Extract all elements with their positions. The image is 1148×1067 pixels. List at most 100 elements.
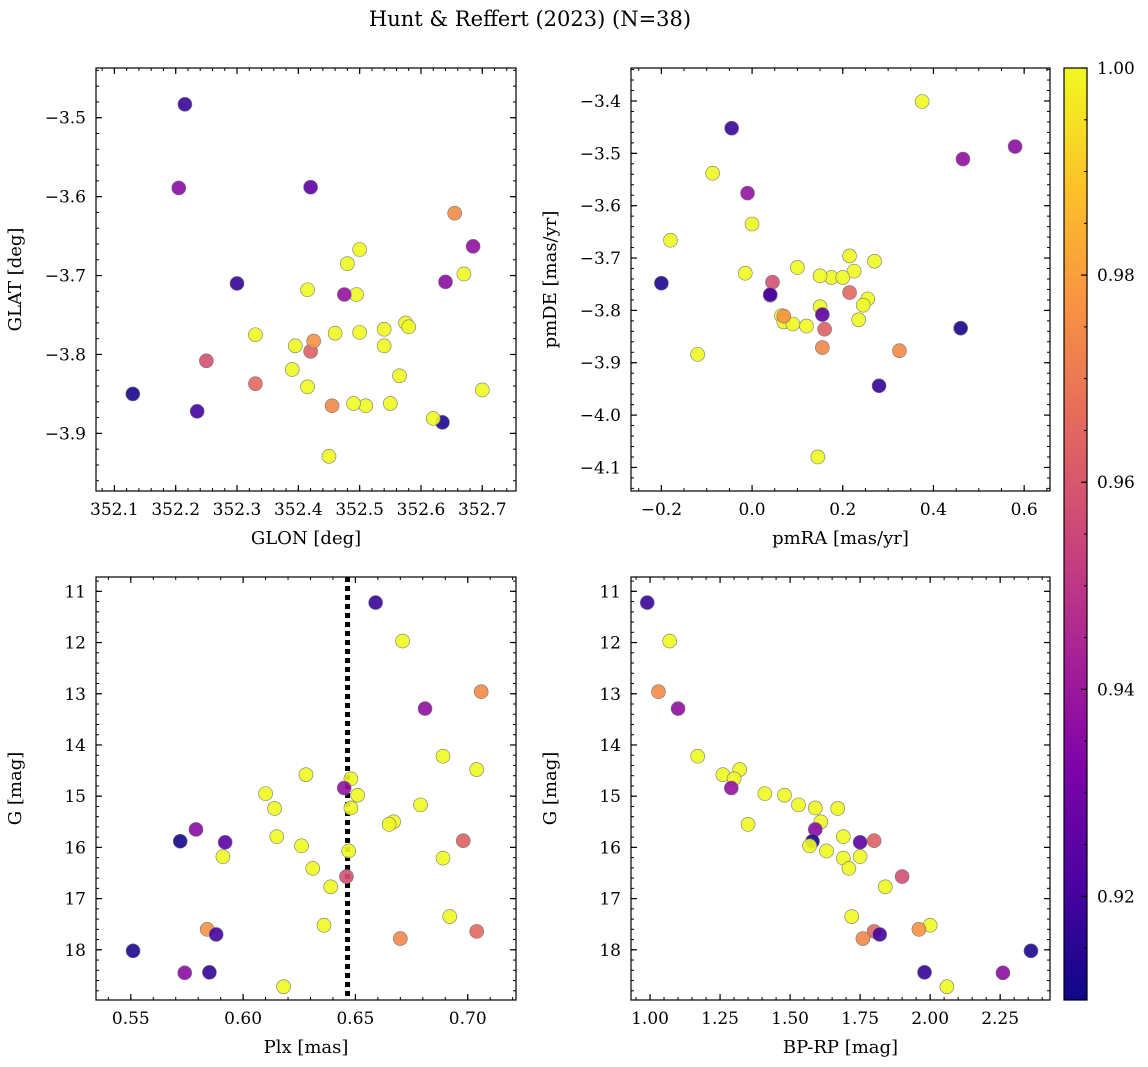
data-point	[894, 869, 910, 884]
minor-ticks	[96, 577, 516, 1000]
y-tick-label: 12	[599, 634, 621, 654]
x-tick-label: 352.5	[335, 500, 384, 520]
plot-frame	[95, 576, 517, 1001]
data-point	[469, 762, 484, 777]
x-tick-label: 352.2	[151, 500, 200, 520]
data-point	[381, 817, 397, 832]
data-point	[815, 307, 830, 322]
y-tick-label: −3.8	[580, 301, 621, 321]
y-tick-label: −3.7	[45, 267, 86, 287]
data-point	[284, 362, 300, 377]
data-point	[810, 449, 826, 465]
data-point	[690, 347, 705, 362]
x-tick-label: 0.55	[112, 1009, 150, 1029]
data-point	[744, 216, 760, 232]
data-point	[276, 979, 291, 994]
data-point	[435, 850, 451, 866]
colorbar-tick-label: 0.98	[1097, 266, 1135, 286]
y-tick-label: 16	[64, 838, 86, 858]
colorbar-tick-label: 1.00	[1097, 59, 1135, 79]
data-point	[188, 822, 204, 837]
x-tick-label: 0.65	[336, 1009, 374, 1029]
data-point	[217, 834, 233, 850]
data-point	[723, 780, 739, 796]
data-point	[855, 297, 871, 313]
colorbar-tick-label: 0.92	[1097, 887, 1135, 907]
plot-frame	[95, 67, 517, 492]
x-axis-label: pmRA [mas/yr]	[772, 528, 909, 549]
points	[654, 94, 1023, 465]
data-point	[339, 869, 354, 884]
data-point	[737, 265, 753, 281]
x-tick-label: 0.4	[920, 500, 947, 520]
y-tick-label: −4.1	[580, 458, 621, 478]
data-point	[258, 786, 273, 801]
colorbar-tick-label: 0.94	[1097, 680, 1135, 700]
data-point	[777, 787, 792, 803]
colorbar-tick-label: 0.96	[1097, 473, 1135, 493]
plot-frame	[630, 576, 1051, 1001]
data-point	[392, 368, 407, 384]
data-point	[321, 448, 337, 464]
data-point	[791, 797, 806, 813]
data-point	[917, 965, 932, 980]
x-tick-label: 1.50	[771, 1009, 809, 1029]
data-point	[306, 333, 321, 349]
points	[639, 595, 1039, 994]
panel-pmra-pmde: −0.2 0.0 0.2 0.4 0.6 −3.4 −3.5 −3.6 −3.7 −3.8 −3.9…	[540, 67, 1051, 549]
data-point	[172, 833, 188, 849]
plot-frame	[630, 67, 1051, 492]
y-tick-label: 17	[64, 890, 86, 910]
x-tick-label: 0.2	[829, 500, 856, 520]
x-axis-label: Plx [mas]	[264, 1037, 349, 1058]
minor-ticks	[631, 577, 1050, 1000]
chart-title: Hunt & Reffert (2023) (N=38)	[369, 7, 691, 31]
data-point	[844, 909, 860, 924]
data-point	[765, 274, 780, 290]
y-tick-label: 14	[64, 736, 86, 756]
points	[125, 97, 490, 464]
y-axis-label: GLAT [deg]	[5, 228, 26, 332]
y-tick-label: 18	[599, 941, 621, 961]
y-tick-label: 11	[64, 582, 86, 602]
x-tick-label: 0.6	[1011, 500, 1038, 520]
y-tick-label: −3.6	[580, 197, 621, 217]
x-tick-label: 1.75	[841, 1009, 879, 1029]
data-point	[663, 232, 678, 248]
colorbar: 0.92 0.94 0.96 0.98 1.00	[1063, 59, 1135, 1001]
x-tick-label: −0.2	[641, 500, 682, 520]
x-tick-label: 1.25	[701, 1009, 739, 1029]
data-point	[305, 861, 321, 876]
x-tick-label: 352.6	[397, 500, 446, 520]
data-point	[447, 205, 462, 221]
data-point	[455, 833, 471, 849]
data-point	[842, 285, 857, 300]
data-point	[442, 909, 458, 924]
data-point	[911, 922, 927, 937]
data-point	[955, 151, 971, 167]
data-point	[953, 320, 968, 336]
data-point	[298, 767, 314, 782]
x-tick-label: 0.60	[224, 1009, 262, 1029]
data-point	[473, 684, 489, 700]
data-point	[841, 861, 857, 876]
data-point	[866, 833, 882, 849]
y-tick-label: 15	[64, 787, 86, 807]
data-point	[790, 260, 805, 275]
y-tick-label: −3.9	[45, 424, 86, 444]
data-point	[352, 325, 367, 340]
x-tick-label: 2.25	[981, 1009, 1019, 1029]
y-tick-label: 11	[599, 582, 621, 602]
data-point	[248, 376, 263, 391]
data-point	[995, 965, 1011, 981]
data-point	[762, 287, 778, 302]
data-point	[171, 180, 187, 196]
y-axis-label: G [mag]	[540, 752, 561, 825]
data-point	[740, 817, 756, 832]
data-point	[871, 378, 887, 394]
data-point	[336, 780, 352, 796]
data-point	[383, 396, 398, 411]
x-tick-label: 352.7	[458, 500, 507, 520]
data-point	[690, 748, 705, 764]
data-point	[939, 979, 955, 994]
